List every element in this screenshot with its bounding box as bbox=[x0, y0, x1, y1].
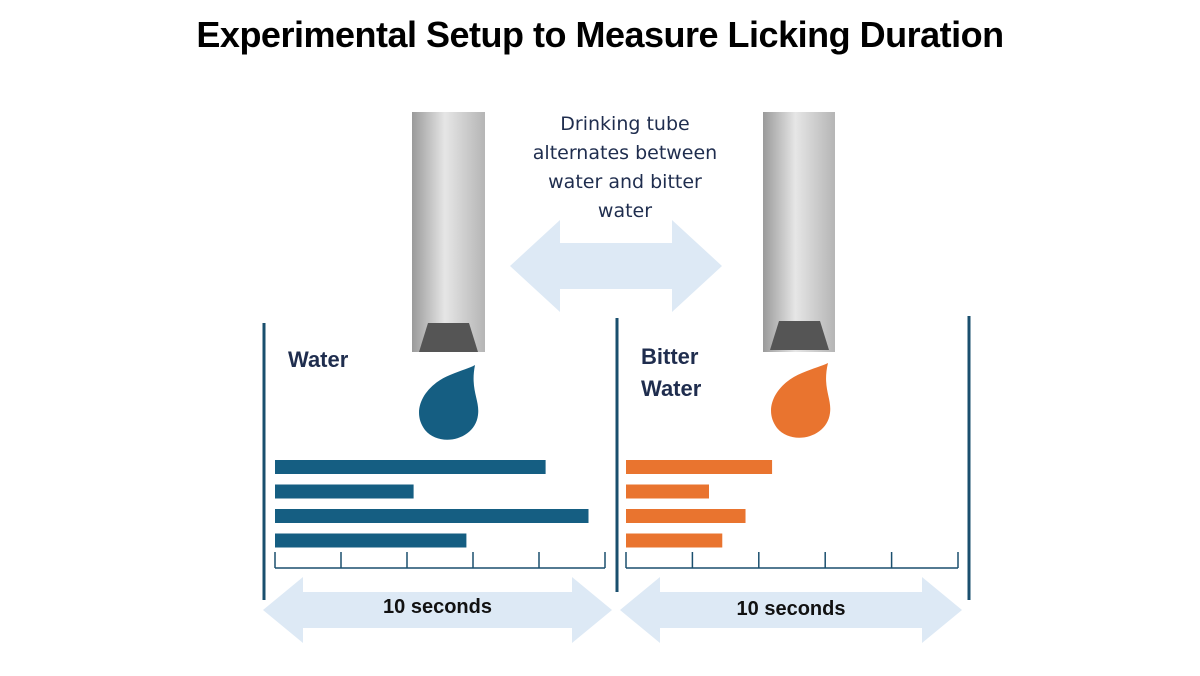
water-drop bbox=[419, 365, 479, 440]
duration-arrow bbox=[620, 577, 962, 643]
title: Experimental Setup to Measure Licking Du… bbox=[196, 14, 1004, 55]
duration-arrow bbox=[263, 577, 612, 643]
lick-bar bbox=[275, 533, 467, 548]
lick-bar bbox=[275, 484, 414, 499]
lick-bar bbox=[626, 509, 746, 523]
duration-label: 10 seconds bbox=[383, 596, 492, 618]
duration-label: 10 seconds bbox=[736, 598, 846, 620]
alternation-arrow bbox=[510, 220, 722, 312]
bitter-drop bbox=[771, 363, 831, 438]
tube bbox=[412, 112, 485, 352]
lick-bar bbox=[626, 484, 709, 499]
caption: Drinking tube alternates between water a… bbox=[532, 113, 718, 222]
lick-bar bbox=[275, 460, 546, 474]
tube bbox=[763, 112, 835, 352]
lick-bar bbox=[275, 509, 589, 523]
panel-label: Bitter Water bbox=[641, 344, 702, 401]
panel-label: Water bbox=[288, 347, 349, 372]
lick-bar bbox=[626, 460, 773, 474]
lick-bar bbox=[626, 533, 723, 548]
